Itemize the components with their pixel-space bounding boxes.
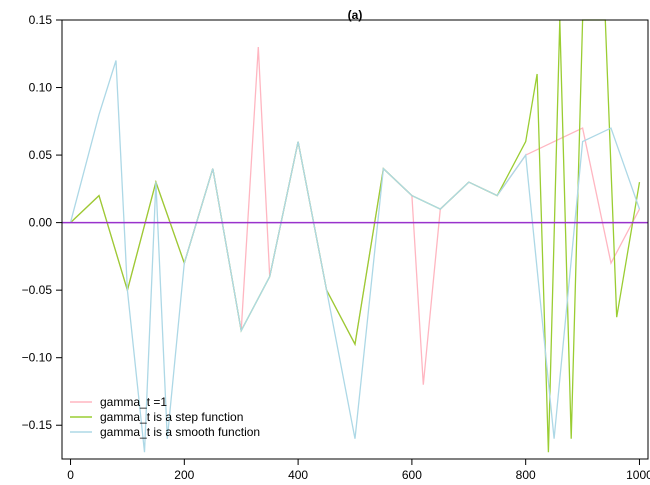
- x-tick-label: 200: [174, 468, 194, 482]
- x-tick-label: 600: [402, 468, 422, 482]
- chart-title: (a): [348, 8, 363, 22]
- x-tick-label: 400: [288, 468, 308, 482]
- y-axis: −0.15 −0.10 −0.05 0.00 0.05 0.10 0.15: [22, 13, 62, 432]
- series-line-3: [69, 60, 641, 453]
- y-tick-label: −0.10: [22, 351, 53, 365]
- y-tick-label: 0.00: [29, 216, 53, 230]
- y-tick-label: −0.15: [22, 418, 53, 432]
- legend-label-2: gamma_t is a step function: [100, 410, 243, 424]
- plot-frame: [61, 19, 649, 460]
- y-tick-label: −0.05: [22, 283, 53, 297]
- legend-label-3: gamma_t is a smooth function: [100, 425, 260, 439]
- x-axis: 0 200 400 600 800 1000: [67, 459, 650, 482]
- x-tick-label: 0: [67, 468, 74, 482]
- legend-label-1: gamma_t =1: [100, 395, 167, 409]
- x-tick-label: 1000: [626, 468, 650, 482]
- y-tick-label: 0.05: [29, 148, 53, 162]
- y-tick-label: 0.10: [29, 81, 53, 95]
- x-tick-label: 800: [516, 468, 536, 482]
- series-layer: [69, 19, 641, 453]
- y-tick-label: 0.15: [29, 13, 53, 27]
